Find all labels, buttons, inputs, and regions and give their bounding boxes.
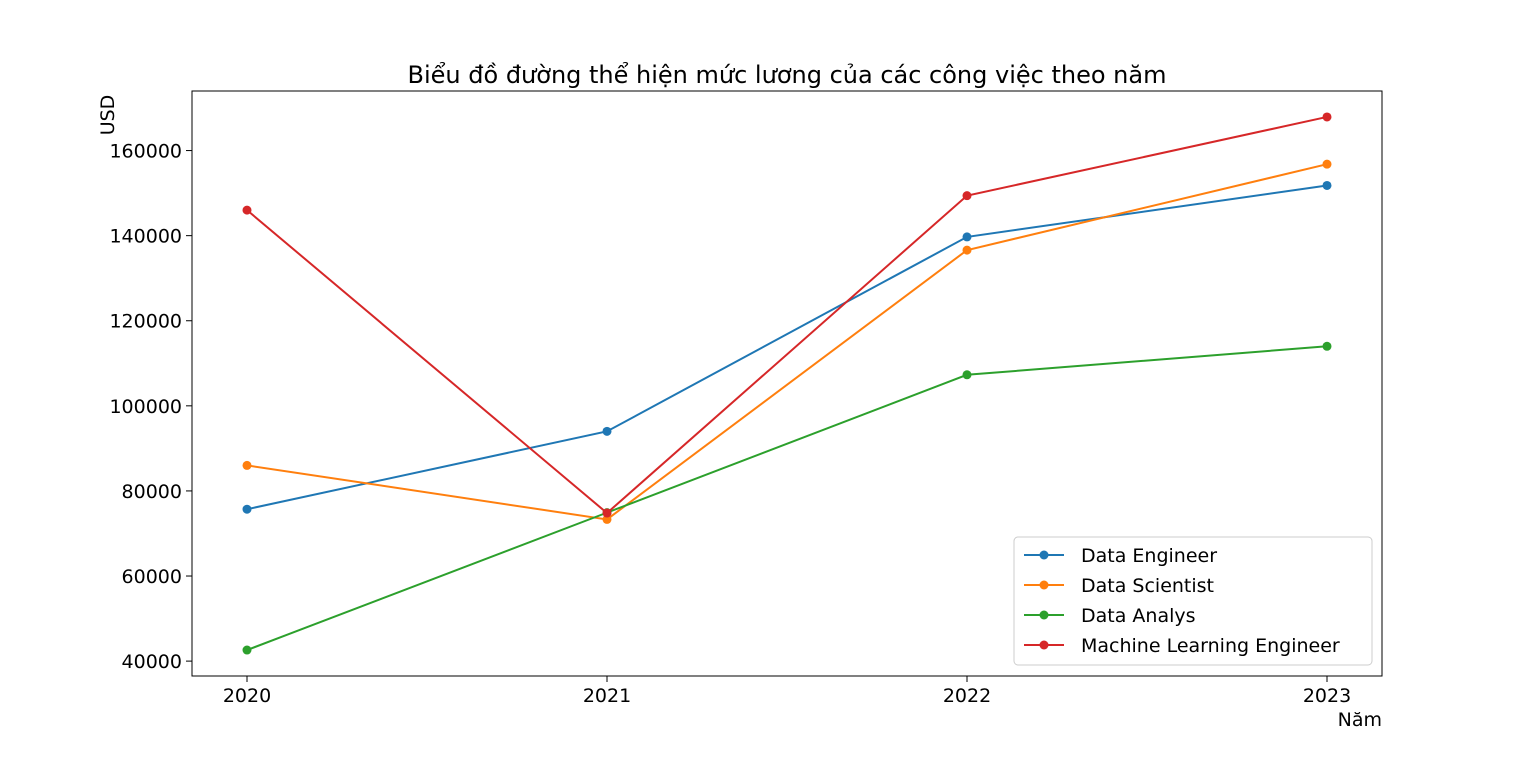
data-point [602,508,612,518]
x-tick-label: 2022 [943,685,991,707]
legend-swatch-marker [1039,610,1049,620]
legend-item: Data Analys [1024,605,1196,627]
series-data-scientist [242,159,1332,524]
data-point [242,205,252,215]
data-point [602,426,612,436]
legend-item: Data Engineer [1024,545,1217,567]
y-tick-label: 40000 [122,651,182,673]
series-layer [242,112,1332,655]
data-point [962,191,972,201]
data-point [242,645,252,655]
legend-box [1013,536,1373,666]
series-line [246,184,1328,511]
data-point [962,245,972,255]
data-point [1322,341,1332,351]
data-point [962,370,972,380]
data-point [1322,159,1332,169]
data-point [242,460,252,470]
data-point [962,232,972,242]
data-point [242,504,252,514]
data-point [1322,180,1332,190]
x-tick-label: 2020 [223,685,271,707]
y-tick-label: 80000 [122,481,182,503]
series-line [246,115,1328,515]
legend: Data Engineer Data Scientist Data Analys Ma… [1013,536,1373,666]
y-tick-label: 60000 [122,566,182,588]
chart-title: Biểu đồ đường thể hiện mức lương của các… [408,61,1167,89]
data-point [1322,112,1332,122]
legend-label: Data Analys [1081,605,1196,627]
y-tick-label: 140000 [109,226,182,248]
y-tick-label: 100000 [109,396,182,418]
legend-label: Data Engineer [1081,545,1217,567]
x-tick-label: 2023 [1303,685,1351,707]
legend-swatch-marker [1039,550,1049,560]
y-tick-label: 160000 [109,141,182,163]
legend-swatch-marker [1039,640,1049,650]
legend-label: Machine Learning Engineer [1081,635,1340,657]
series-data-engineer [242,180,1332,514]
x-axis-label: Năm [1338,709,1382,731]
series-machine-learning-engineer [242,112,1332,518]
y-tick-label: 120000 [109,311,182,333]
plot-frame [191,90,1383,677]
legend-label: Data Scientist [1081,575,1214,597]
data-point [602,514,612,524]
series-line [246,345,1328,651]
series-line [246,163,1328,521]
ticks-layer: 2020 2021 2022 2023 40000 60000 80000 100000 120… [109,141,1351,707]
y-axis-label: USD [97,95,119,136]
x-tick-label: 2021 [583,685,631,707]
legend-swatch-marker [1039,580,1049,590]
legend-item: Data Scientist [1024,575,1214,597]
legend-item: Machine Learning Engineer [1024,635,1340,657]
